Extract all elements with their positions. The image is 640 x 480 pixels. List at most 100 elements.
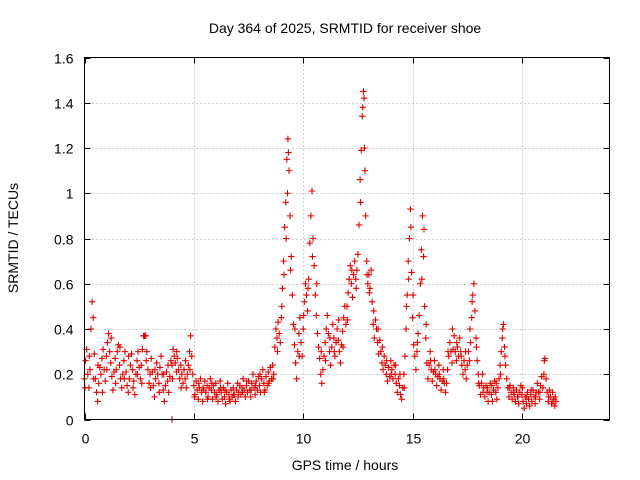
- data-point: [292, 359, 299, 367]
- data-point: [155, 380, 163, 387]
- data-point: [515, 400, 522, 407]
- data-point: [484, 384, 491, 392]
- data-point: [456, 334, 463, 342]
- data-point: [333, 325, 341, 333]
- x-axis-label: GPS time / hours: [292, 457, 399, 473]
- data-point: [134, 348, 142, 355]
- data-point: [405, 276, 412, 283]
- data-point: [249, 371, 257, 378]
- data-point: [328, 343, 335, 351]
- data-point: [113, 366, 120, 373]
- data-point: [84, 371, 91, 378]
- data-point: [122, 368, 130, 376]
- data-point: [256, 371, 264, 378]
- data-point: [97, 371, 105, 378]
- data-point: [167, 357, 175, 364]
- data-point: [310, 262, 318, 269]
- data-point: [199, 384, 207, 392]
- data-point: [446, 339, 454, 346]
- data-point: [239, 375, 247, 382]
- data-point: [120, 357, 128, 364]
- data-point: [461, 366, 469, 373]
- data-point: [271, 343, 279, 351]
- data-point: [145, 380, 153, 387]
- data-point: [175, 366, 182, 373]
- data-point: [169, 375, 176, 382]
- data-point: [111, 355, 119, 362]
- data-point: [109, 386, 117, 394]
- data-point: [427, 357, 434, 364]
- data-point: [343, 303, 351, 310]
- data-point: [360, 95, 368, 102]
- data-point: [450, 332, 458, 339]
- data-point: [457, 352, 465, 360]
- data-point: [164, 377, 171, 385]
- data-point: [468, 314, 475, 321]
- data-point: [444, 366, 451, 373]
- data-point: [309, 253, 316, 260]
- data-point: [104, 339, 111, 346]
- data-point: [523, 393, 531, 401]
- data-point: [488, 391, 495, 398]
- data-point: [422, 321, 430, 328]
- data-point: [156, 364, 164, 371]
- data-point: [164, 362, 172, 369]
- data-point: [173, 348, 181, 355]
- y-tick-label: 1.4: [54, 96, 74, 112]
- data-point: [129, 384, 137, 392]
- data-point: [378, 359, 386, 367]
- data-point: [288, 253, 295, 260]
- data-point: [429, 377, 436, 385]
- data-point: [494, 384, 502, 392]
- data-point: [501, 343, 508, 351]
- data-point: [466, 325, 474, 333]
- data-point: [472, 334, 480, 342]
- data-point: [448, 359, 456, 367]
- data-point: [139, 346, 146, 353]
- data-point: [492, 380, 500, 387]
- data-point: [340, 314, 347, 321]
- data-point: [331, 352, 339, 360]
- data-point: [160, 386, 167, 394]
- data-point: [368, 298, 376, 306]
- data-point: [254, 386, 261, 394]
- data-point: [90, 375, 97, 382]
- data-point: [552, 393, 559, 401]
- data-point: [398, 395, 405, 403]
- x-tick-label: 10: [296, 431, 312, 447]
- data-point: [186, 348, 193, 355]
- data-point: [105, 330, 112, 337]
- data-point: [437, 386, 445, 394]
- data-point: [462, 348, 469, 355]
- data-point: [307, 212, 315, 220]
- data-point: [411, 352, 419, 360]
- data-point: [301, 298, 308, 306]
- data-point: [541, 357, 548, 364]
- data-point: [172, 359, 179, 367]
- data-point: [366, 289, 373, 296]
- data-point: [195, 380, 202, 387]
- data-point: [199, 398, 206, 405]
- data-point: [479, 389, 487, 396]
- data-point: [317, 348, 325, 355]
- data-point: [186, 366, 194, 373]
- data-point: [357, 199, 364, 206]
- data-point: [500, 321, 507, 328]
- data-point: [216, 377, 224, 385]
- grid-lines: [84, 57, 610, 420]
- data-point: [261, 389, 268, 396]
- data-point: [177, 362, 184, 369]
- data-point: [444, 348, 452, 355]
- data-point: [300, 312, 307, 319]
- data-point: [350, 271, 357, 278]
- data-point: [106, 348, 113, 355]
- data-point: [230, 384, 237, 392]
- data-point: [362, 212, 369, 220]
- data-point: [253, 377, 260, 385]
- data-point: [392, 362, 399, 369]
- data-point: [468, 298, 476, 306]
- data-point: [188, 352, 195, 360]
- y-axis-label: SRMTID / TECUs: [5, 183, 21, 293]
- data-point: [174, 355, 181, 362]
- data-point: [327, 362, 334, 369]
